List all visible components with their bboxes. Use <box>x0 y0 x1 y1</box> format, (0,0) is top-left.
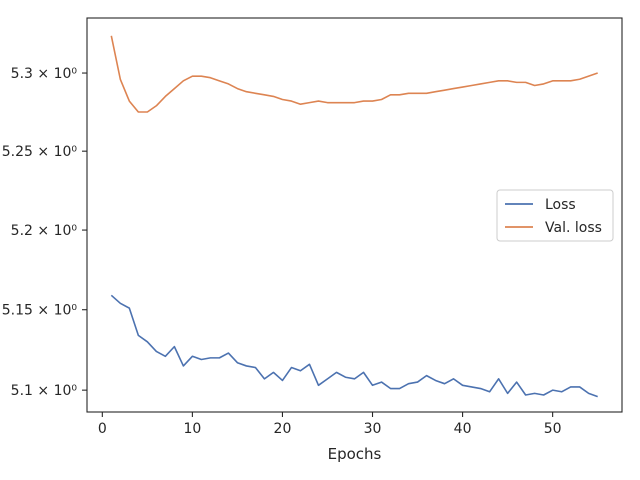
series-layer <box>110 35 598 398</box>
series-line-val-loss <box>110 35 598 113</box>
legend-label-loss: Loss <box>545 197 576 213</box>
x-tick-label: 50 <box>544 421 562 437</box>
series-line-loss <box>110 294 598 398</box>
legend-label-val-loss: Val. loss <box>545 220 602 236</box>
y-tick-label: 5.25 × 10⁰ <box>2 144 78 160</box>
y-tick-label: 5.15 × 10⁰ <box>2 303 78 319</box>
x-tick-label: 40 <box>454 421 472 437</box>
legend-box <box>496 189 614 242</box>
ticks-layer: 0 10 20 30 40 50 5.1 × 10⁰ 5.15 × 10⁰ 5.2 × 10⁰ 5… <box>2 66 562 437</box>
legend: Loss Val. loss <box>496 189 614 242</box>
x-tick-label: 0 <box>98 421 107 437</box>
y-tick-label: 5.1 × 10⁰ <box>11 383 78 399</box>
plot-frame <box>86 17 623 413</box>
x-tick-label: 30 <box>364 421 382 437</box>
x-axis-label: Epochs <box>328 445 382 463</box>
y-tick-label: 5.3 × 10⁰ <box>11 66 78 82</box>
x-tick-label: 20 <box>274 421 292 437</box>
y-tick-label: 5.2 × 10⁰ <box>11 223 78 239</box>
x-tick-label: 10 <box>183 421 201 437</box>
